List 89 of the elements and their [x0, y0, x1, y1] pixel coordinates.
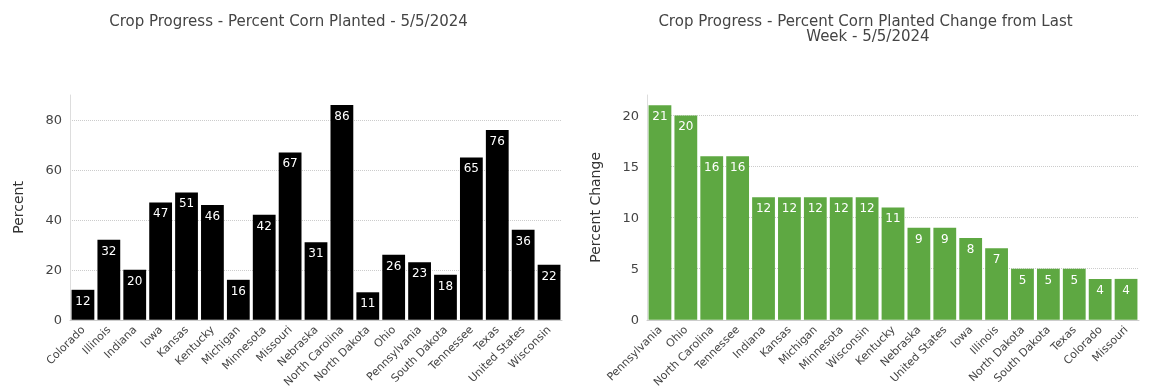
bar: [959, 238, 983, 320]
bar: [201, 204, 224, 320]
bar: [382, 254, 406, 320]
data-label: 26: [386, 258, 402, 273]
data-label: 22: [541, 268, 557, 283]
bar: [304, 242, 328, 320]
y-tick-label: 10: [622, 210, 639, 226]
data-label: 16: [704, 160, 720, 175]
data-label: 5: [1044, 272, 1053, 287]
y-tick-label: 40: [45, 212, 62, 228]
y-axis-title: Percent: [10, 180, 26, 234]
bar: [278, 152, 302, 320]
data-label: 65: [463, 161, 480, 176]
bar: [1114, 278, 1138, 320]
data-label: 76: [489, 133, 505, 148]
bar: [803, 197, 827, 320]
bar: [752, 197, 775, 320]
data-label: 12: [833, 201, 849, 216]
chart-title: Crop Progress - Percent Corn Planted Change from Last Week - 5/5/2024: [658, 11, 1073, 45]
data-label: 46: [204, 208, 221, 223]
bar: [985, 248, 1008, 320]
bar: [778, 197, 801, 320]
bar: [511, 229, 535, 320]
data-label: 42: [256, 218, 272, 233]
data-label: 18: [437, 278, 454, 293]
y-tick-label: 20: [622, 107, 639, 123]
data-label: 11: [360, 296, 376, 311]
data-label: 9: [915, 231, 923, 246]
bar: [1011, 268, 1034, 320]
bar: [829, 197, 853, 320]
data-label: 21: [652, 109, 668, 124]
bar: [855, 197, 879, 320]
y-tick-label: 5: [630, 261, 639, 277]
bar: [459, 157, 483, 320]
y-tick-label: 0: [630, 312, 639, 328]
data-label: 8: [966, 242, 975, 257]
bar: [485, 129, 509, 320]
data-label: 86: [334, 108, 350, 123]
y-axis-title: Percent Change: [587, 152, 603, 263]
y-tick-label: 60: [45, 162, 62, 178]
bar: [933, 227, 957, 320]
bar: [700, 156, 724, 320]
bar: [881, 207, 905, 320]
data-label: 47: [152, 206, 169, 221]
bar: [123, 269, 147, 320]
data-label: 16: [729, 160, 746, 175]
y-tick-label: 15: [622, 159, 639, 175]
bar: [149, 202, 173, 320]
data-label: 36: [515, 233, 531, 248]
bar: [648, 105, 672, 320]
data-label: 11: [885, 211, 901, 226]
data-label: 16: [230, 283, 246, 298]
data-label: 12: [807, 201, 823, 216]
data-label: 23: [411, 266, 428, 281]
y-tick-label: 0: [53, 312, 62, 328]
bar: [1036, 268, 1060, 320]
bar: [330, 104, 354, 320]
bar: [408, 262, 431, 320]
data-label: 5: [1070, 272, 1079, 287]
data-label: 7: [992, 252, 1001, 267]
bar: [356, 292, 380, 320]
data-label: 4: [1096, 282, 1104, 297]
bar: [97, 239, 121, 320]
data-label: 4: [1122, 282, 1130, 297]
data-label: 5: [1018, 272, 1027, 287]
bar: [1088, 278, 1112, 320]
data-label: 20: [678, 119, 694, 134]
y-tick-label: 20: [45, 262, 62, 278]
bar: [226, 279, 250, 320]
bar: [434, 274, 457, 320]
chart-title: Crop Progress - Percent Corn Planted - 5/5/2024: [109, 11, 468, 30]
data-label: 9: [940, 231, 949, 246]
data-label: 20: [127, 273, 143, 288]
bar: [537, 264, 561, 320]
bar: [726, 156, 750, 320]
data-label: 32: [101, 243, 117, 258]
data-label: 51: [178, 196, 195, 211]
bar: [907, 227, 931, 320]
data-label: 12: [75, 293, 91, 308]
bar: [1062, 268, 1086, 320]
data-label: 67: [282, 156, 298, 171]
bar: [252, 214, 276, 320]
bar: [175, 192, 198, 320]
bar: [674, 115, 698, 320]
data-label: 31: [308, 246, 324, 261]
data-label: 12: [859, 201, 875, 216]
data-label: 12: [781, 201, 798, 216]
y-tick-label: 80: [45, 112, 62, 128]
data-label: 12: [755, 201, 772, 216]
